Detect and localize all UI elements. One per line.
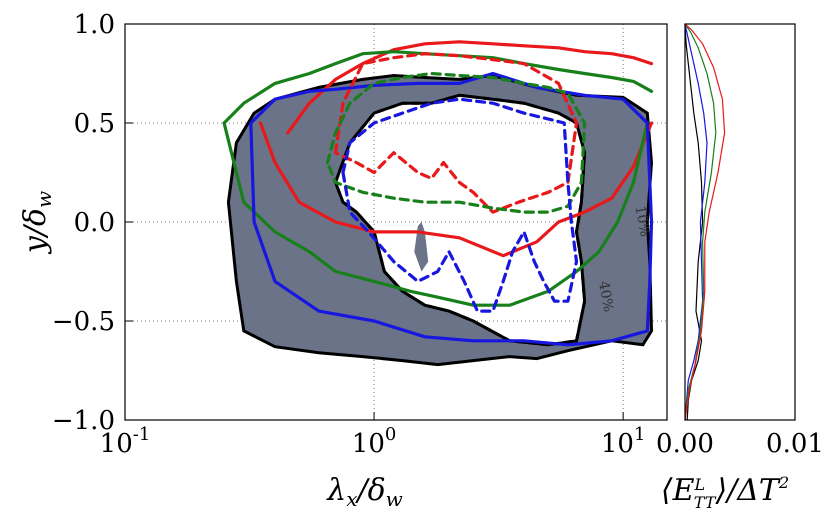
y-tick-label: −1.0 [52,406,115,436]
contour-annotation: 10% [632,205,653,238]
y-axis-label: y/δw [18,191,56,255]
series-green-dashed [325,71,587,214]
side-x-axis-label: ⟨EL TT⟩/ΔT2 [661,473,789,512]
x-axis-label: λx/δw [326,473,403,511]
series-red-solid [286,40,654,135]
y-tick-label: 0.0 [74,208,115,238]
side-series-black [684,23,704,421]
y-tick-label: 0.5 [74,109,115,139]
y-tick-label: 1.0 [74,10,115,40]
series-blue-solid [249,71,654,347]
side-series-red [684,23,726,421]
x-tick-label: 10-1 [100,424,151,459]
series-red-dashed [333,52,579,214]
side-x-tick-label: 0.01 [766,429,824,459]
side-frame [684,23,796,421]
series-blue-dashed [341,97,579,313]
main-panel: 10% 40% 10-1 100 101 1.0 0.5 0.0 −0.5 −1.0 [52,10,668,459]
side-series-blue [684,23,708,421]
x-tick-label: 101 [601,424,646,459]
series-red-solid-lower [258,121,654,258]
contour-annotation: 40% [595,280,616,313]
filled-region-island [414,222,429,272]
series-green-solid-lower [222,121,649,307]
y-tick-label: −0.5 [52,307,115,337]
x-tick-label: 100 [352,424,397,459]
side-panel: 0.00 0.01 [656,23,824,459]
filled-region-outer [226,73,654,367]
side-x-tick-label: 0.00 [656,429,714,459]
